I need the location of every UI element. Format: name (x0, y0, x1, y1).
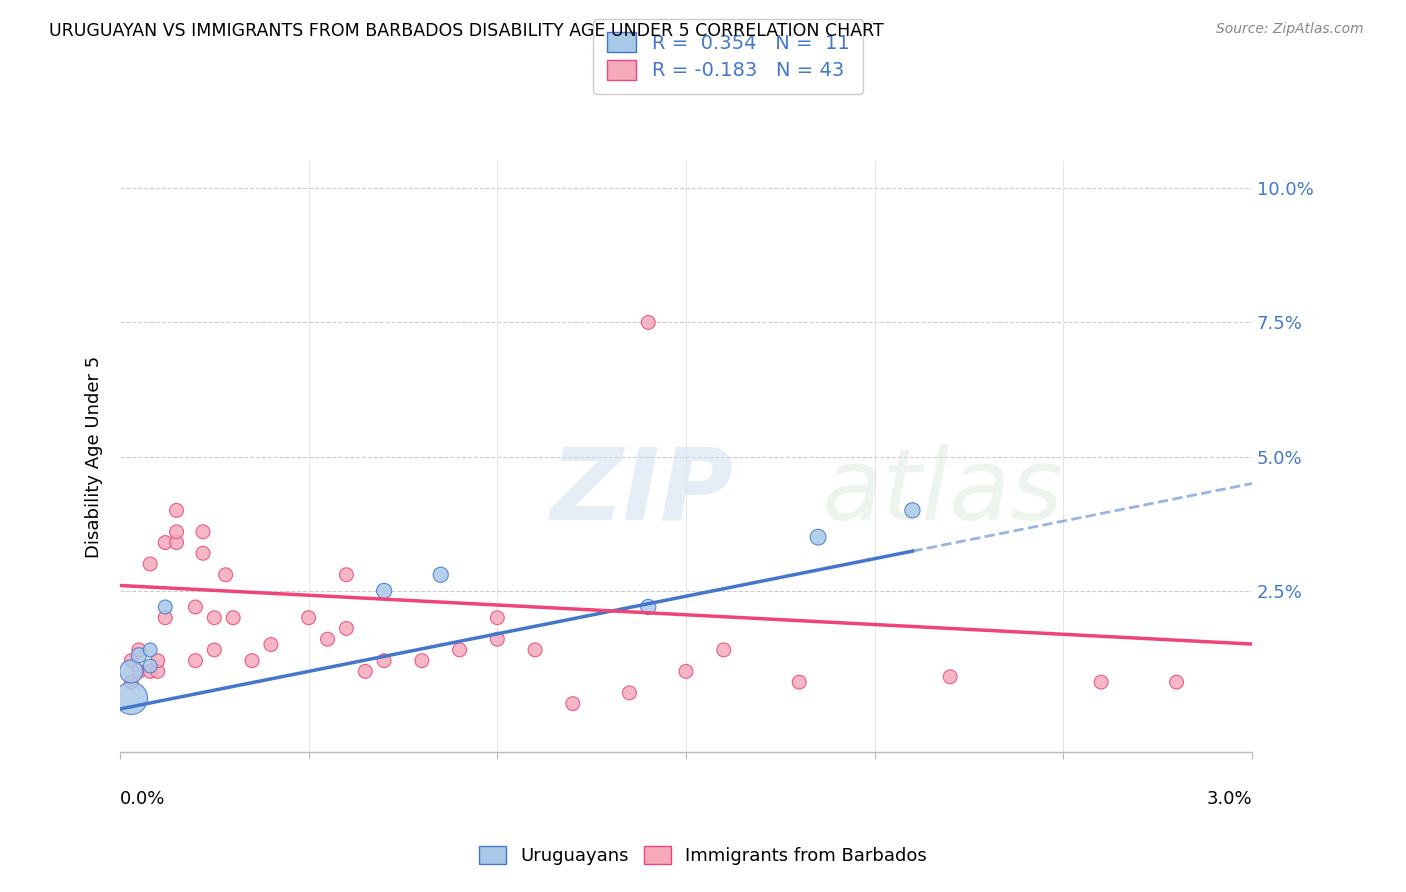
Point (1090, 675, 1112, 690)
Text: atlas: atlas (823, 443, 1063, 541)
Point (214, 567, 236, 582)
Point (486, 610, 509, 624)
Point (120, 675, 142, 690)
Point (155, 610, 177, 624)
Point (128, 643, 150, 657)
Point (191, 524, 214, 539)
Point (166, 535, 188, 549)
Point (807, 530, 830, 544)
Point (146, 665, 169, 679)
Point (637, 599, 659, 614)
Point (184, 654, 207, 668)
Point (429, 567, 451, 582)
Point (354, 665, 377, 679)
Point (139, 557, 162, 571)
Point (449, 643, 471, 657)
Point (222, 610, 245, 624)
Point (373, 654, 395, 668)
Point (411, 654, 433, 668)
Point (120, 665, 142, 679)
Text: Source: ZipAtlas.com: Source: ZipAtlas.com (1216, 22, 1364, 37)
Point (202, 610, 225, 624)
Point (637, 315, 659, 329)
Point (619, 686, 641, 700)
Point (373, 583, 395, 598)
Point (524, 643, 547, 657)
Point (146, 654, 169, 668)
Point (675, 665, 697, 679)
Point (139, 643, 162, 657)
Point (561, 697, 583, 711)
Point (901, 503, 924, 517)
Y-axis label: Disability Age Under 5: Disability Age Under 5 (86, 356, 103, 558)
Point (128, 648, 150, 663)
Point (335, 567, 357, 582)
Point (939, 670, 962, 684)
Text: 0.0%: 0.0% (120, 790, 166, 808)
Point (713, 643, 735, 657)
Point (335, 622, 357, 636)
Point (166, 503, 188, 517)
Text: 3.0%: 3.0% (1206, 790, 1253, 808)
Point (202, 643, 225, 657)
Point (139, 665, 162, 679)
Point (260, 638, 283, 652)
Point (316, 632, 339, 647)
Point (191, 546, 214, 560)
Text: ZIP: ZIP (550, 443, 733, 541)
Legend: R =  0.354   N =  11, R = -0.183   N = 43: R = 0.354 N = 11, R = -0.183 N = 43 (593, 19, 863, 94)
Point (298, 610, 321, 624)
Point (240, 654, 263, 668)
Point (128, 665, 150, 679)
Point (139, 659, 162, 673)
Point (155, 599, 177, 614)
Point (120, 691, 142, 706)
Point (120, 654, 142, 668)
Point (184, 599, 207, 614)
Point (787, 675, 810, 690)
Point (486, 632, 509, 647)
Legend: Uruguayans, Immigrants from Barbados: Uruguayans, Immigrants from Barbados (472, 838, 934, 872)
Point (166, 524, 188, 539)
Text: URUGUAYAN VS IMMIGRANTS FROM BARBADOS DISABILITY AGE UNDER 5 CORRELATION CHART: URUGUAYAN VS IMMIGRANTS FROM BARBADOS DI… (49, 22, 884, 40)
Point (1166, 675, 1188, 690)
Point (155, 535, 177, 549)
